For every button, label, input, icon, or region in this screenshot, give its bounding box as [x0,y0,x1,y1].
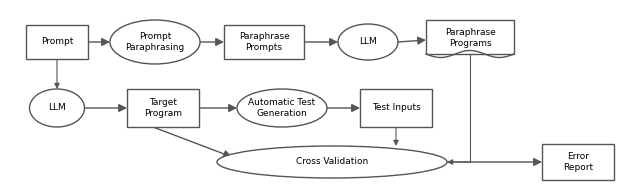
Text: Prompt: Prompt [41,37,73,47]
FancyBboxPatch shape [26,25,88,59]
Text: Cross Validation: Cross Validation [296,157,368,167]
FancyBboxPatch shape [360,89,432,127]
Text: Target
Program: Target Program [144,98,182,118]
Ellipse shape [29,89,84,127]
FancyBboxPatch shape [426,20,514,54]
Text: LLM: LLM [359,37,377,47]
Ellipse shape [110,20,200,64]
Text: Test Inputs: Test Inputs [372,103,420,113]
FancyBboxPatch shape [127,89,199,127]
FancyBboxPatch shape [542,144,614,180]
Text: Automatic Test
Generation: Automatic Test Generation [248,98,316,118]
Text: Error
Report: Error Report [563,152,593,172]
Text: Prompt
Paraphrasing: Prompt Paraphrasing [125,32,184,52]
Text: LLM: LLM [48,103,66,113]
Ellipse shape [338,24,398,60]
Ellipse shape [237,89,327,127]
FancyBboxPatch shape [224,25,304,59]
Text: Paraphrase
Programs: Paraphrase Programs [445,28,495,48]
Ellipse shape [217,146,447,178]
Text: Paraphrase
Prompts: Paraphrase Prompts [239,32,289,52]
